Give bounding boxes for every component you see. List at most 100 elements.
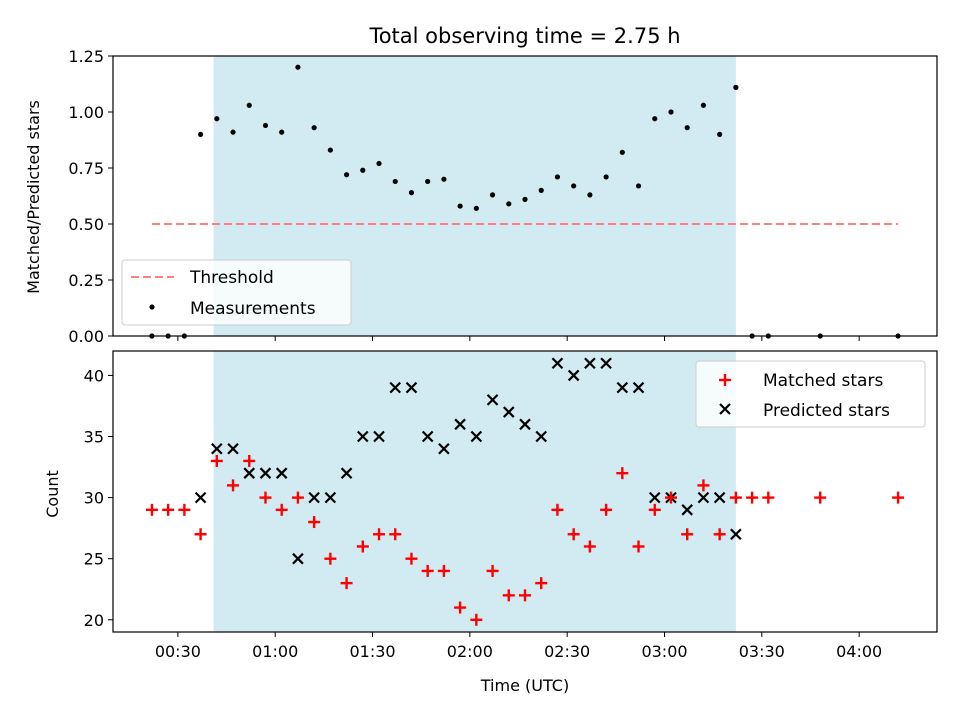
predicted-star-point	[535, 430, 547, 443]
measurement-point	[408, 190, 415, 196]
predicted-star-point	[308, 491, 320, 504]
measurement-points	[149, 64, 901, 339]
legend-predicted-label: Predicted stars	[763, 401, 890, 421]
measurement-point	[441, 176, 447, 182]
legend-threshold-label: Threshold	[189, 268, 274, 288]
predicted-star-point	[730, 528, 742, 541]
matched-star-point	[405, 552, 418, 565]
legend-box	[121, 259, 352, 326]
predicted-star-point	[243, 467, 256, 479]
matched-star-point	[746, 491, 759, 504]
matched-star-point	[421, 564, 434, 577]
measurement-point	[538, 187, 544, 193]
observing-window-band	[213, 351, 736, 632]
matched-stars-points	[145, 454, 905, 626]
y-tick-label: 0.00	[68, 327, 104, 346]
x-tick-label: 00:30	[155, 642, 201, 661]
predicted-star-point	[648, 491, 661, 504]
x-tick-label: 01:00	[252, 642, 298, 661]
measurement-point	[522, 196, 528, 202]
matched-star-point	[454, 601, 467, 614]
measurement-point	[489, 192, 496, 198]
matched-star-point	[583, 540, 596, 553]
predicted-star-point	[616, 381, 629, 394]
predicted-star-point	[194, 491, 207, 504]
measurement-point	[571, 183, 577, 189]
measurement-point	[360, 167, 366, 173]
measurement-point	[376, 160, 382, 167]
predicted-star-point	[373, 430, 385, 443]
measurement-point	[506, 201, 512, 207]
predicted-star-point	[681, 504, 693, 516]
predicted-star-point	[503, 406, 515, 418]
predicted-star-point	[697, 491, 710, 504]
predicted-star-point	[405, 381, 418, 394]
matched-star-point	[600, 503, 613, 516]
predicted-star-point	[567, 369, 580, 382]
measurement-point	[392, 178, 398, 185]
matched-star-point	[502, 589, 515, 602]
predicted-star-point	[470, 430, 483, 443]
measurement-point	[457, 203, 463, 209]
y-tick-label: 0.50	[68, 215, 104, 234]
predicted-star-point	[292, 552, 304, 565]
matched-star-point	[892, 491, 905, 504]
x-tick-label: 01:30	[349, 642, 395, 661]
measurement-point	[473, 205, 479, 211]
matched-star-point	[389, 528, 402, 541]
predicted-star-point	[259, 467, 272, 479]
x-tick-label: 03:00	[641, 642, 687, 661]
measurement-point	[425, 178, 431, 185]
predicted-star-point	[584, 357, 596, 369]
measurement-point	[717, 131, 723, 137]
matched-star-point	[340, 577, 353, 590]
matched-star-point	[535, 577, 548, 590]
matched-star-point	[814, 491, 827, 504]
matched-star-point	[356, 540, 369, 553]
predicted-star-point	[632, 381, 645, 394]
y-tick-label: 25	[84, 550, 104, 569]
measurement-point	[343, 172, 350, 178]
predicted-stars-points	[194, 357, 742, 565]
matched-star-point	[324, 552, 337, 565]
predicted-star-point	[389, 381, 402, 394]
matched-star-point	[259, 491, 272, 504]
predicted-star-point	[454, 418, 466, 431]
matched-star-point	[681, 528, 694, 541]
top-panel-ratio: 0.00 0.25 0.50 0.75 1.00 1.25 Matched/Predict…	[24, 47, 938, 346]
measurement-point	[700, 102, 707, 108]
x-axis-ticks	[177, 336, 860, 341]
measurement-point	[295, 64, 301, 70]
measurement-point	[311, 125, 317, 131]
matched-star-point	[243, 454, 256, 467]
y-axis-ticks: 20 25 30 35 40	[84, 366, 113, 630]
plot-frame	[112, 55, 938, 337]
matched-star-point	[664, 491, 677, 504]
y-axis-label: Count	[43, 470, 62, 518]
measurement-point	[652, 116, 658, 122]
legend-measurements-label: Measurements	[190, 299, 316, 319]
predicted-star-point	[551, 357, 564, 369]
matched-star-point	[632, 540, 645, 553]
measurement-point	[668, 109, 674, 115]
y-tick-label: 30	[84, 489, 104, 508]
legend-matched-swatch	[719, 374, 731, 386]
measurement-point	[684, 125, 690, 131]
y-tick-label: 0.75	[68, 159, 104, 178]
matched-star-point	[697, 479, 710, 492]
x-tick-label: 04:00	[836, 642, 882, 661]
plot-frame	[112, 350, 938, 633]
matched-star-point	[486, 564, 499, 577]
chart-title: Total observing time = 2.75 h	[368, 24, 680, 48]
y-tick-label: 40	[84, 366, 104, 385]
y-tick-label: 0.25	[68, 271, 104, 290]
legend-bottom: Matched stars Predicted stars	[695, 360, 926, 428]
matched-star-point	[551, 503, 564, 516]
matched-star-point	[567, 528, 580, 541]
predicted-star-point	[421, 430, 434, 443]
measurement-point	[214, 116, 220, 122]
legend-top: Threshold Measurements	[121, 259, 352, 326]
matched-star-point	[308, 516, 321, 529]
matched-star-point	[275, 503, 288, 516]
predicted-star-point	[357, 430, 369, 443]
